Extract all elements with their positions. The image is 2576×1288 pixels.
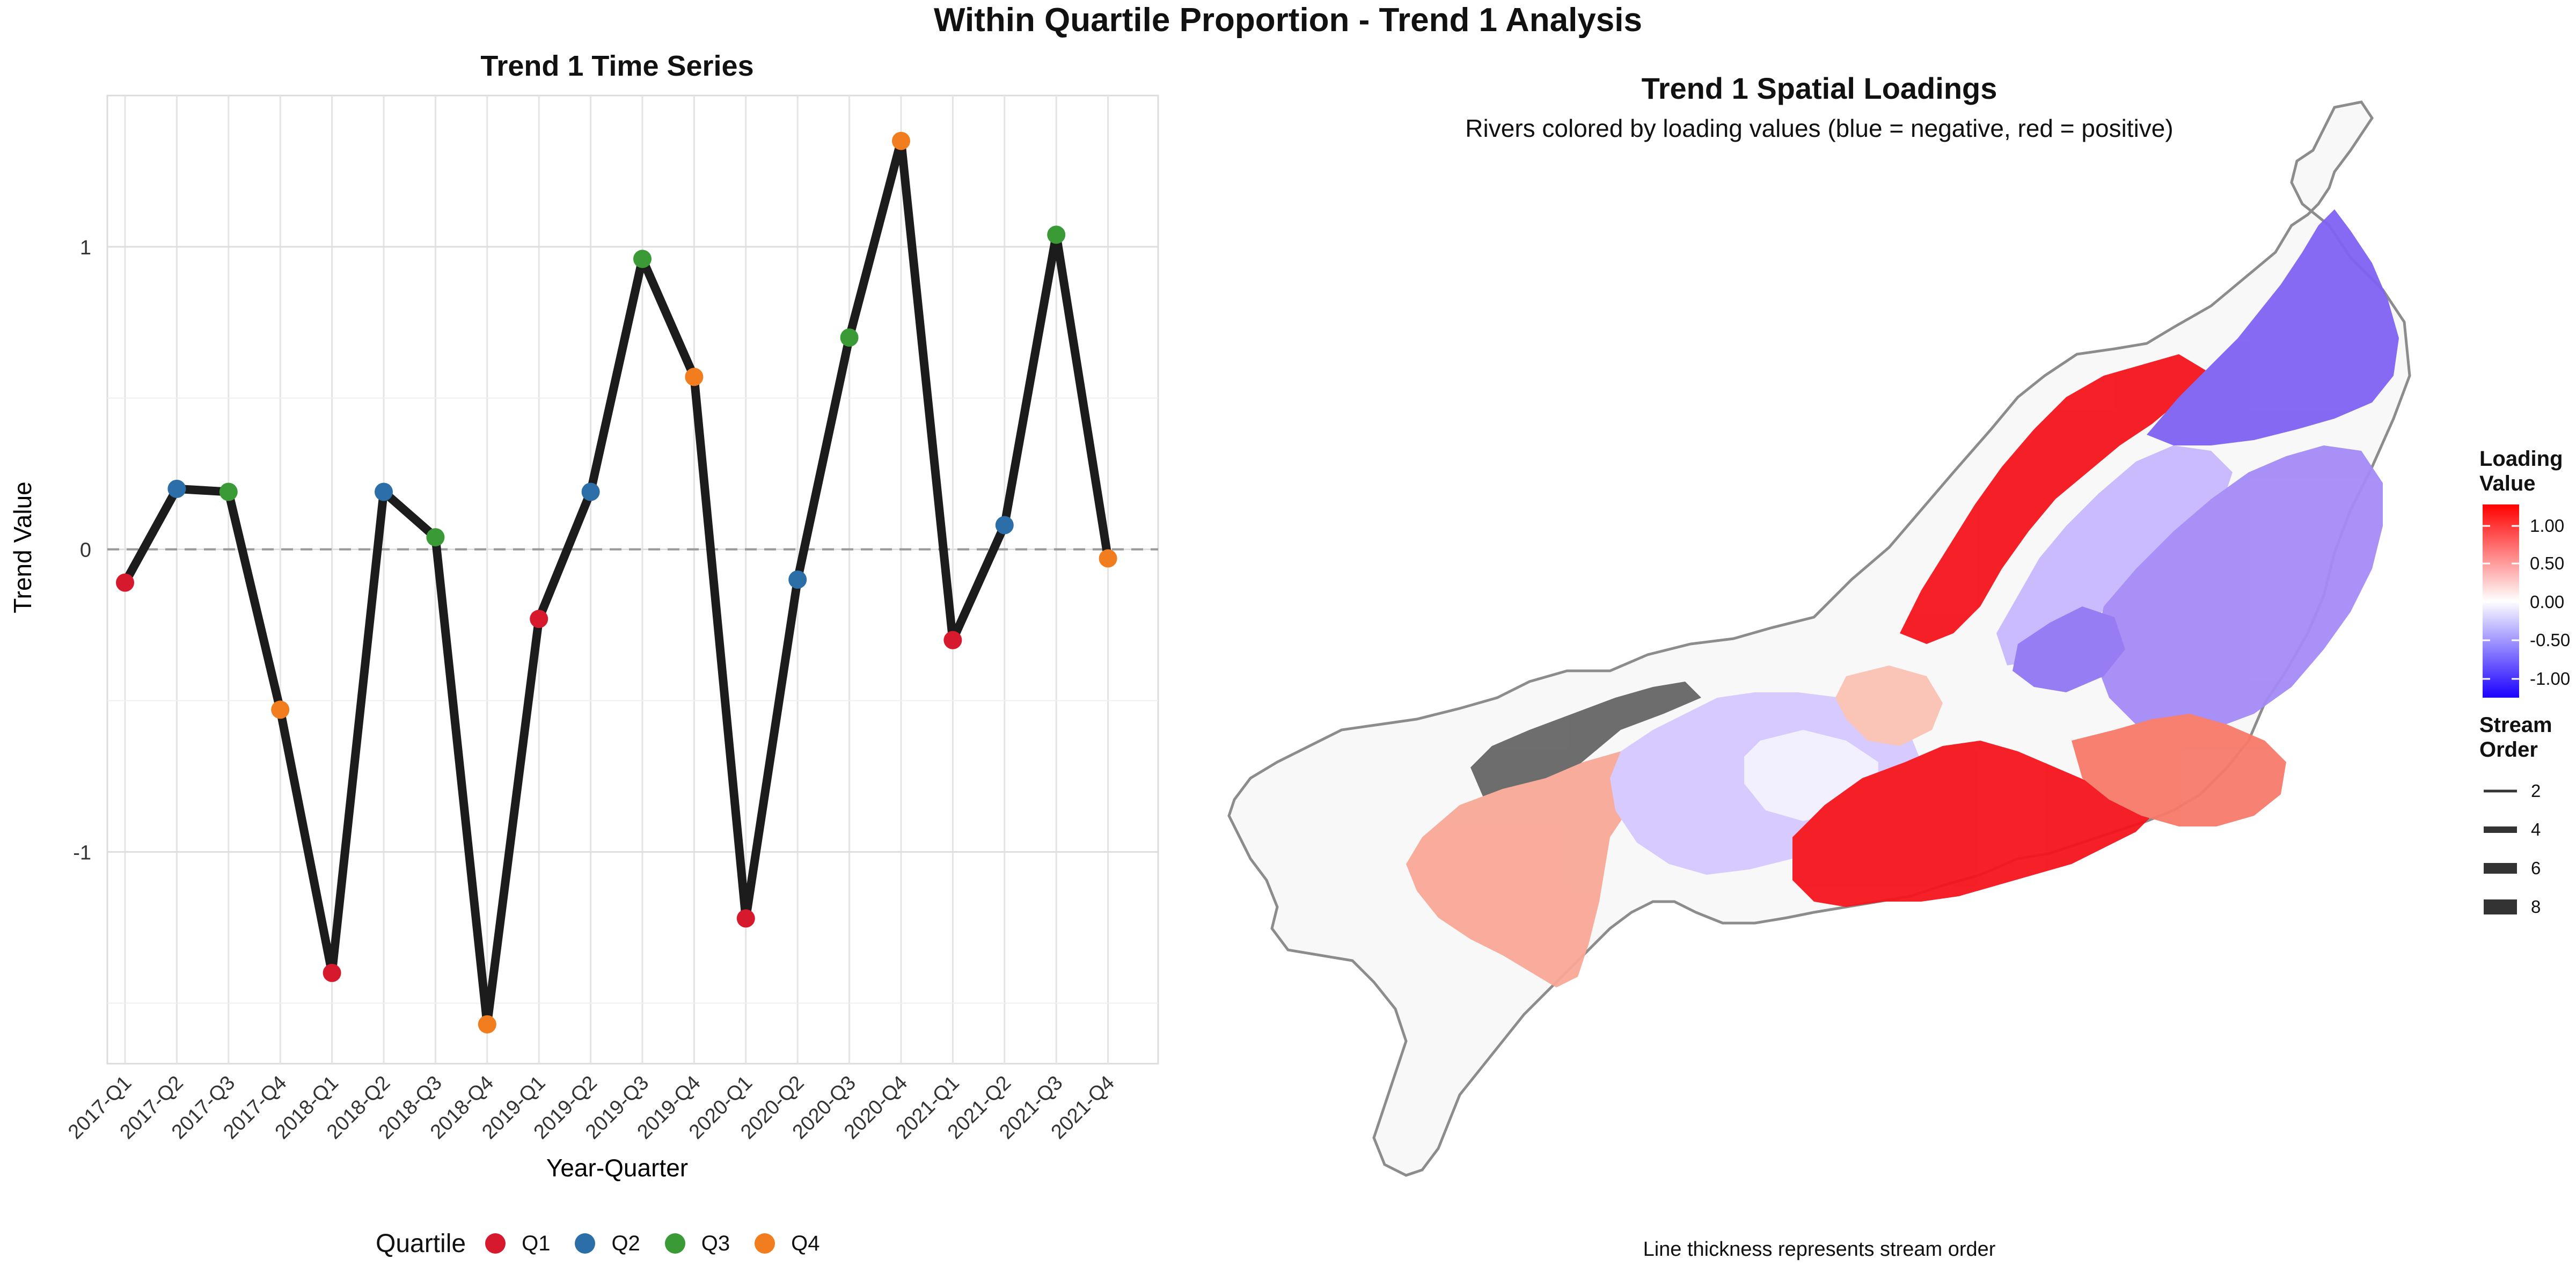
data-point-2019-q4 [685, 368, 704, 386]
data-point-2019-q2 [581, 482, 600, 501]
legend-item-q2: Q2 [575, 1232, 640, 1256]
legend-dot-q4 [755, 1233, 775, 1254]
spatial-loadings-subtitle: Rivers colored by loading values (blue =… [1465, 114, 2174, 142]
data-point-2021-q3 [1047, 225, 1066, 244]
legend-dot-q2 [575, 1233, 596, 1254]
time-series-title: Trend 1 Time Series [480, 50, 754, 82]
salmon-southeast-region [2072, 714, 2286, 826]
violet-northeast-region [2147, 209, 2399, 445]
data-point-2020-q1 [736, 909, 755, 928]
data-point-2018-q1 [323, 963, 341, 982]
data-point-2019-q3 [633, 250, 652, 268]
data-point-2017-q3 [219, 482, 238, 501]
stream-order-label-4: 4 [2531, 819, 2541, 839]
pink-confluence-region [1835, 665, 1943, 746]
legend-item-q4: Q4 [755, 1231, 820, 1256]
data-point-2018-q2 [375, 482, 393, 501]
red-northern-region [1900, 354, 2206, 644]
trend-line [121, 136, 1113, 1029]
y-tick-label: 1 [80, 237, 91, 259]
data-point-2021-q4 [1099, 549, 1117, 568]
data-point-2020-q2 [788, 570, 807, 589]
colorbar-tick-3: 0.00 [2530, 592, 2565, 612]
quartile-legend-title: Quartile [376, 1229, 466, 1258]
data-point-2021-q2 [995, 516, 1014, 535]
quartile-legend: Quartile Q1 Q2 Q3 Q4 [376, 1225, 845, 1262]
stream-order-label-6: 6 [2531, 858, 2541, 878]
lavender-northern-region [1996, 445, 2233, 665]
river-regions [1406, 209, 2399, 987]
figure-title: Within Quartile Proportion - Trend 1 Ana… [934, 2, 1642, 39]
purple-eastern-region [2093, 445, 2383, 735]
data-point-2018-q3 [426, 528, 445, 547]
legend-label-q2: Q2 [611, 1231, 640, 1255]
legend-dot-q3 [664, 1233, 685, 1254]
data-point-2017-q1 [116, 573, 134, 592]
stream-order-legend-title: Stream Order [2479, 713, 2552, 762]
y-axis-label: Trend Value [9, 481, 36, 613]
time-series-chart: 10-12017-Q12017-Q22017-Q32017-Q42018-Q12… [9, 94, 1159, 1182]
map-caption: Line thickness represents stream order [1643, 1238, 1996, 1261]
legend-item-q3: Q3 [664, 1231, 730, 1256]
red-southern-region [1792, 741, 2157, 907]
legend-item-q1: Q1 [485, 1232, 550, 1256]
data-point-2018-q4 [478, 1015, 496, 1034]
stream-order-label-8: 8 [2531, 897, 2541, 917]
y-tick-label: -1 [73, 841, 91, 864]
loading-colorbar [2483, 504, 2519, 698]
data-point-2019-q1 [530, 610, 548, 628]
colorbar-tick-1: 1.00 [2530, 516, 2565, 536]
y-tick-label: 0 [80, 539, 91, 562]
violet-inner-region [2012, 606, 2125, 692]
light-salmon-region-west [1406, 751, 1642, 987]
stream-order-legend-keys [2484, 789, 2517, 914]
data-point-2021-q1 [943, 631, 962, 649]
colorbar-tick-2: 0.50 [2530, 553, 2565, 573]
legend-dot-q1 [485, 1233, 506, 1254]
time-series-series [116, 131, 1117, 1034]
data-point-2017-q4 [271, 700, 290, 719]
legend-label-q3: Q3 [701, 1231, 730, 1255]
colorbar-gradient [2483, 504, 2519, 698]
grey-no-data-region [1470, 682, 1701, 816]
data-point-2017-q2 [167, 479, 186, 498]
data-point-2020-q3 [840, 328, 859, 347]
plot-panel-border [106, 94, 1159, 1065]
stream-order-label-2: 2 [2531, 781, 2541, 801]
spatial-loadings-title: Trend 1 Spatial Loadings [1641, 71, 1997, 105]
legend-label-q1: Q1 [522, 1231, 551, 1255]
data-point-2020-q4 [892, 131, 910, 150]
colorbar-tick-5: -1.00 [2530, 669, 2571, 689]
loading-legend-title: Loading Value [2479, 447, 2563, 495]
legend-label-q4: Q4 [791, 1231, 820, 1255]
colorbar-tick-4: -0.50 [2530, 630, 2571, 650]
x-axis-label: Year-Quarter [546, 1154, 688, 1182]
